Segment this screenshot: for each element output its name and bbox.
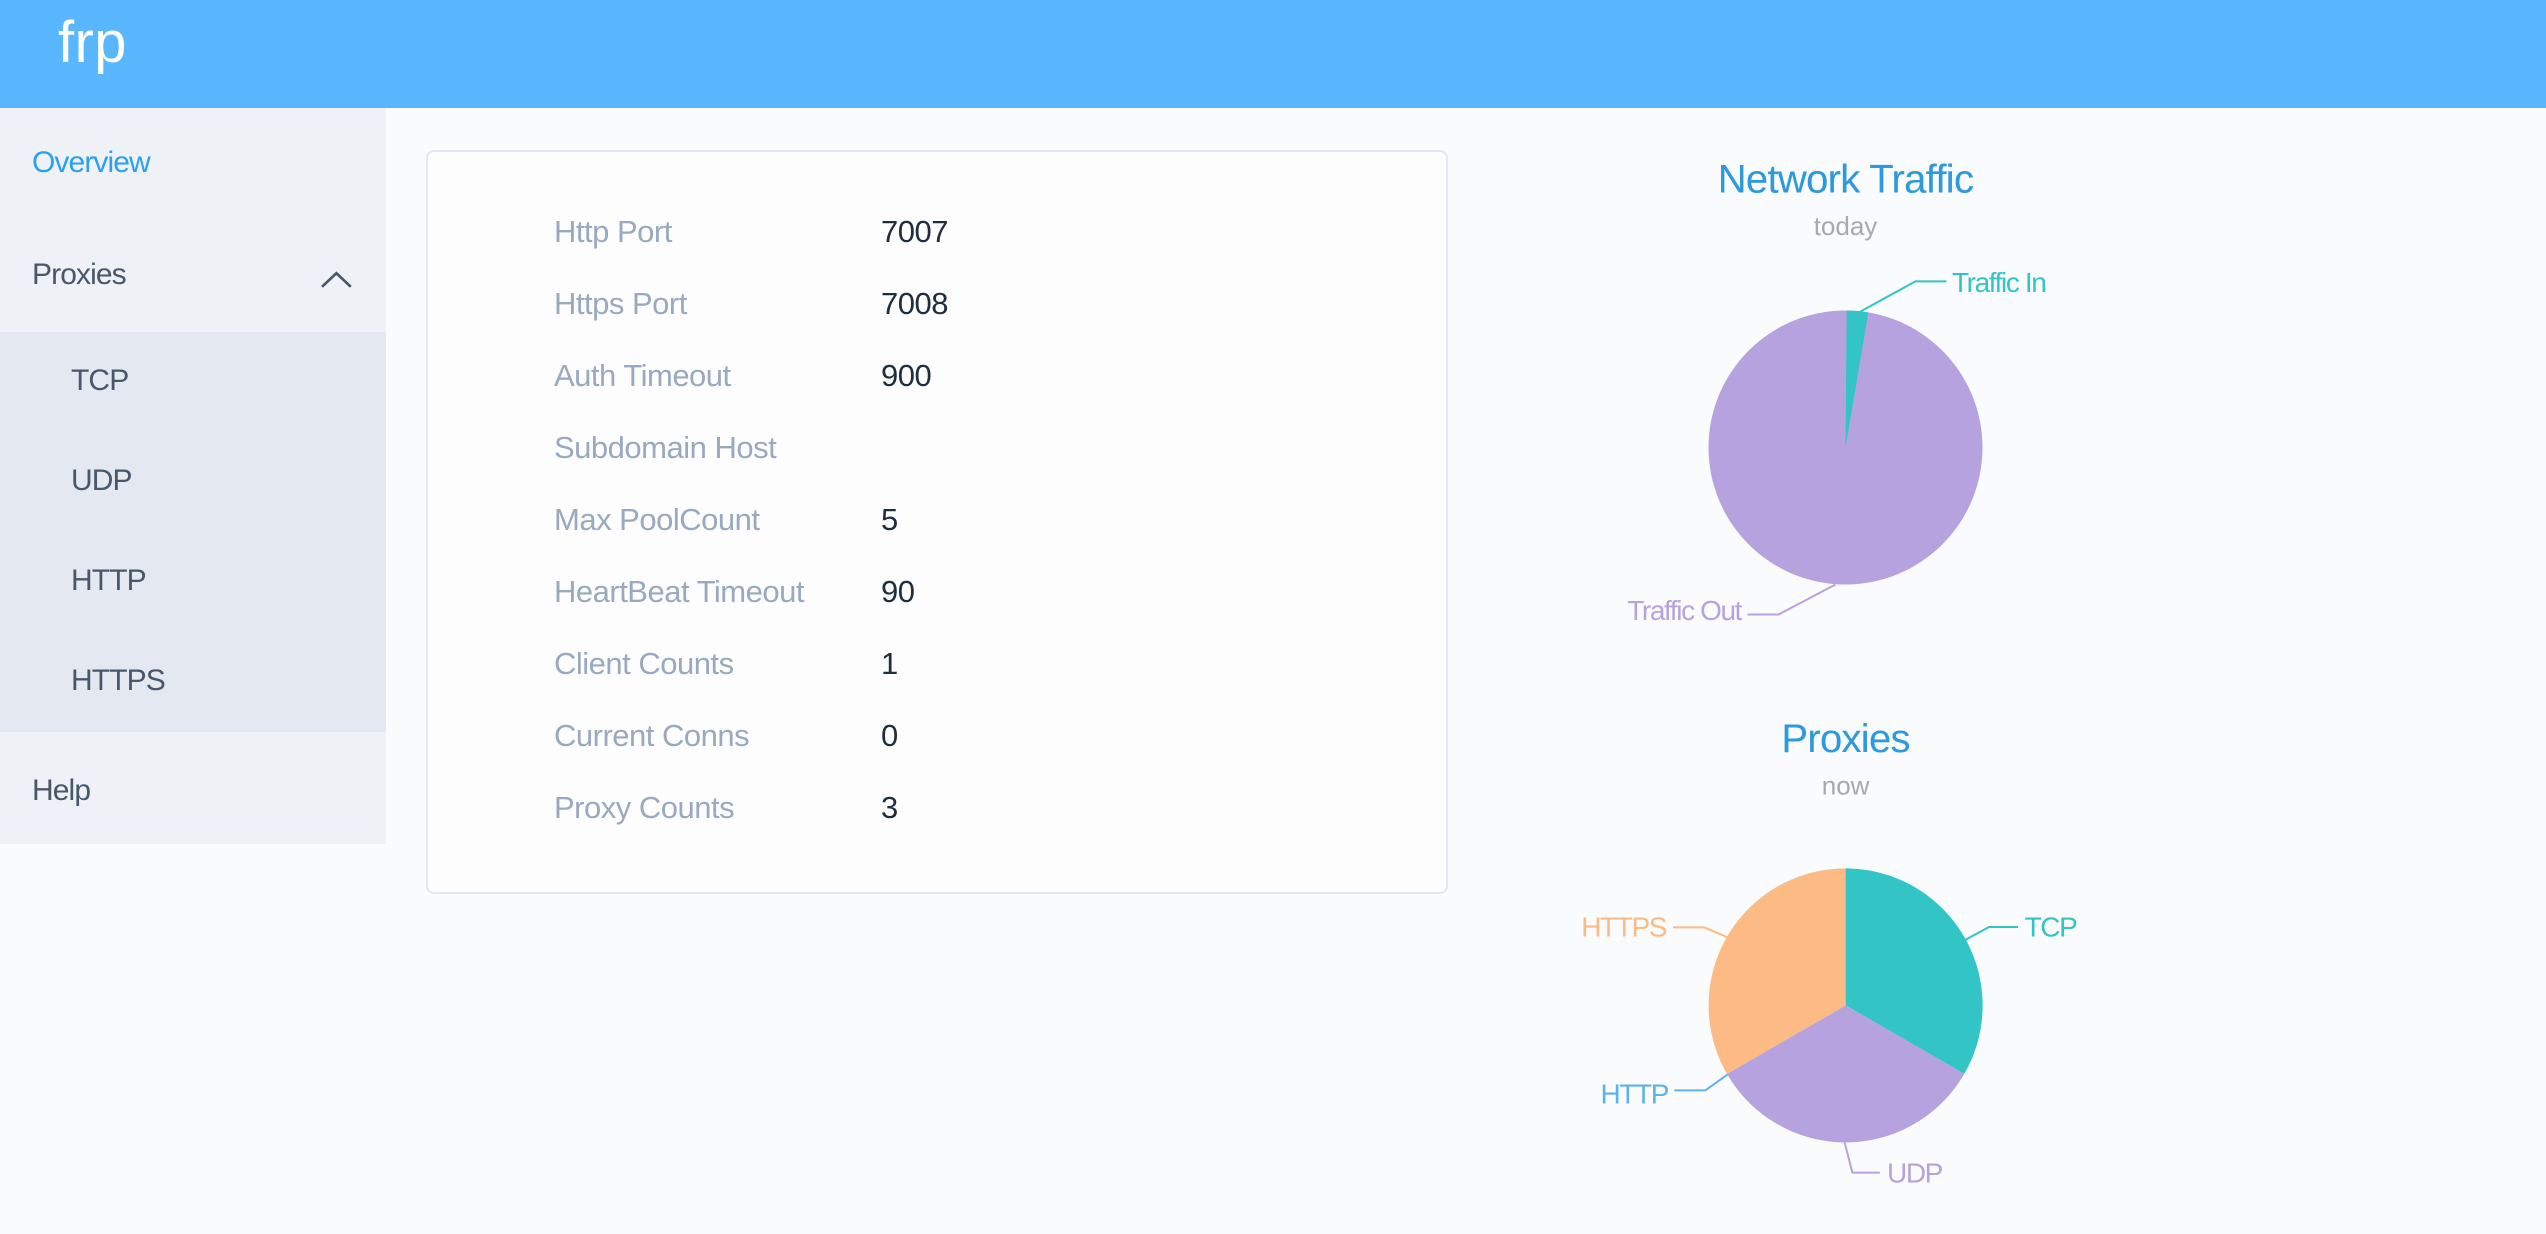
svg-text:Traffic Out: Traffic Out	[1627, 595, 1742, 626]
svg-text:Proxies: Proxies	[1781, 717, 1909, 761]
svg-text:Network Traffic: Network Traffic	[1718, 157, 1974, 201]
svg-text:HTTP: HTTP	[1600, 1079, 1668, 1110]
svg-text:today: today	[1814, 211, 1878, 241]
svg-text:HTTPS: HTTPS	[1581, 912, 1667, 943]
svg-text:now: now	[1822, 771, 1870, 801]
svg-text:Traffic In: Traffic In	[1952, 267, 2045, 298]
svg-text:UDP: UDP	[1887, 1158, 1943, 1189]
svg-text:TCP: TCP	[2025, 912, 2078, 943]
